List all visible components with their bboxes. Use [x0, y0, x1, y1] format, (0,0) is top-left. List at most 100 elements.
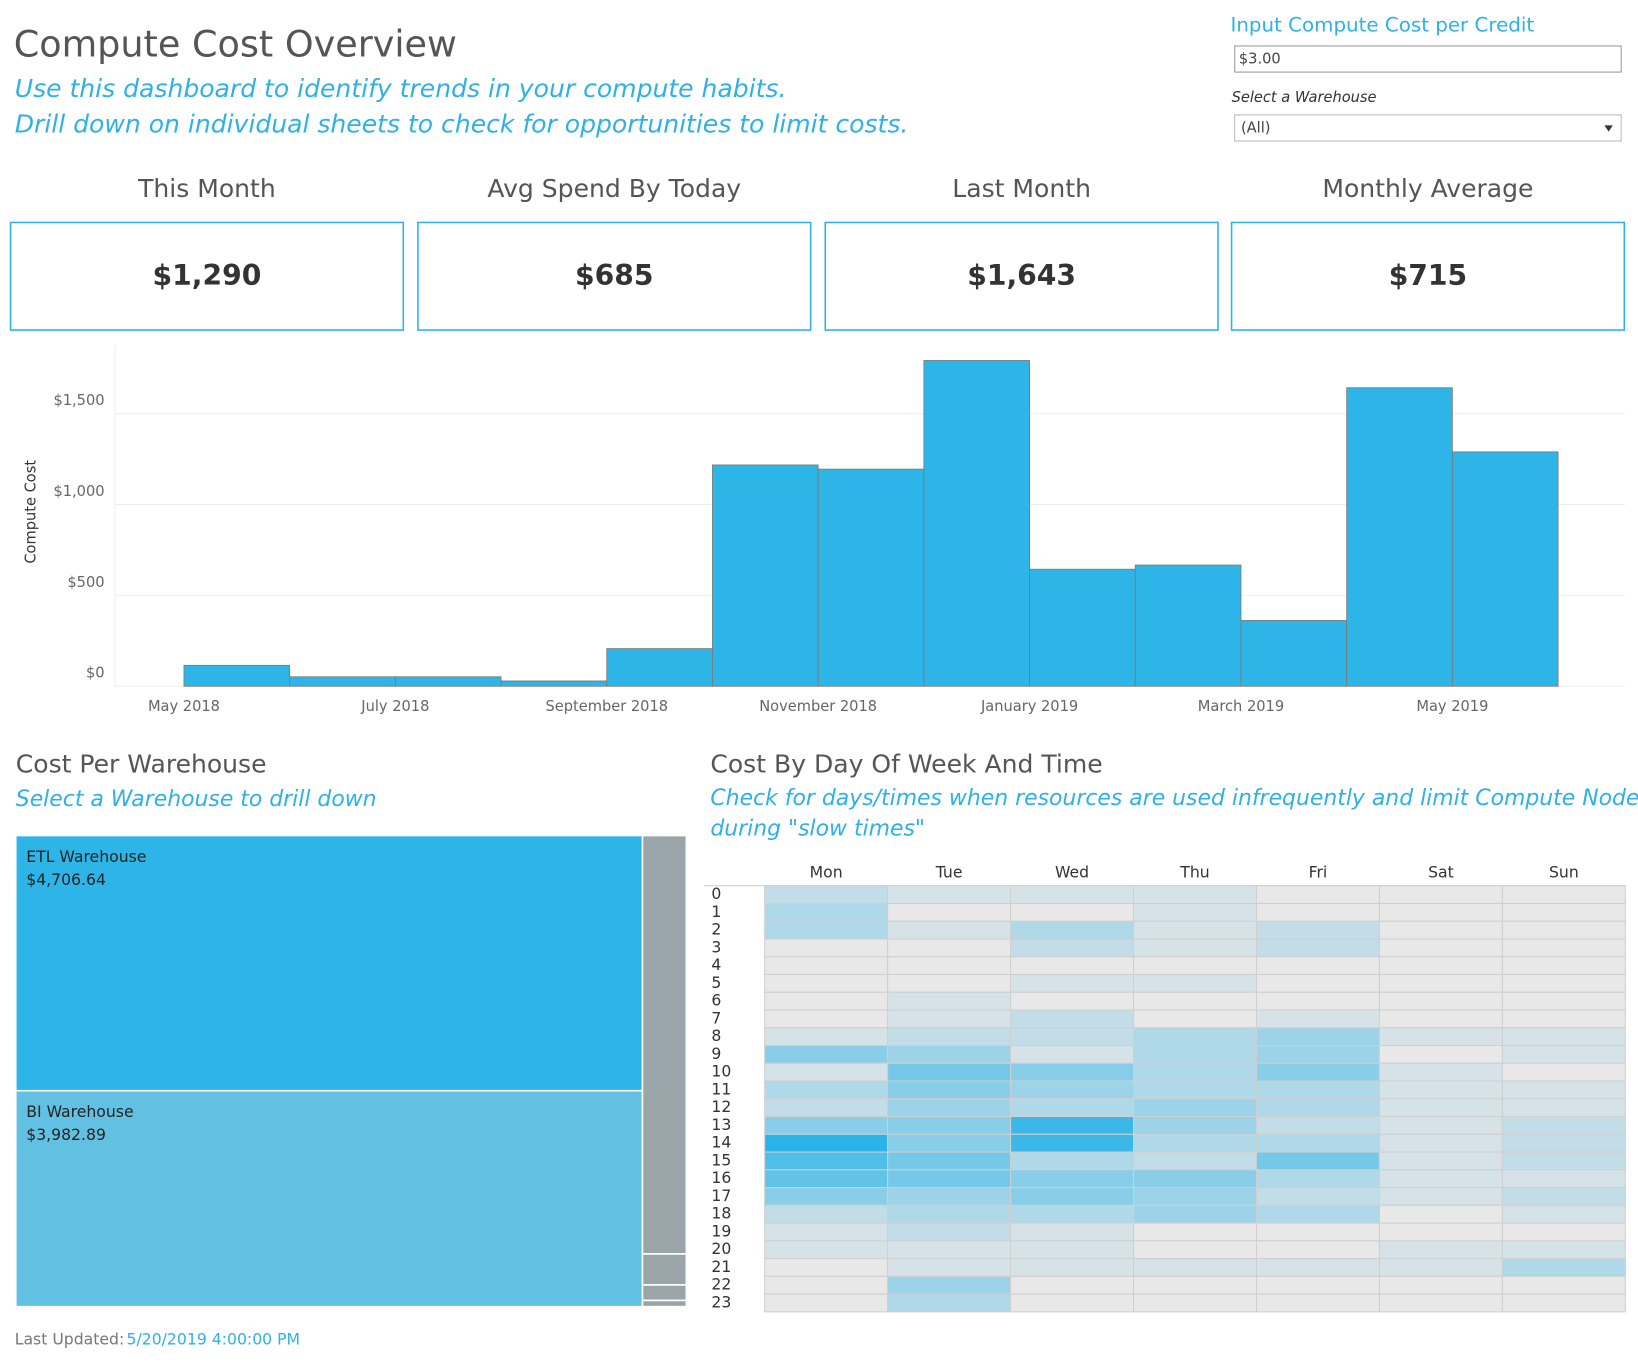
row-label: 10 — [711, 1062, 731, 1081]
treemap-cell[interactable] — [15, 1089, 644, 1308]
heat-cell — [887, 1045, 1012, 1064]
bar — [712, 464, 819, 687]
heat-cell — [1501, 1187, 1626, 1206]
heat-cell — [1133, 1258, 1258, 1277]
heat-cell — [1501, 1027, 1626, 1047]
heat-cell — [887, 991, 1012, 1011]
treemap-cell[interactable] — [641, 1284, 688, 1302]
section-subtitle: Select a Warehouse to drill down — [16, 787, 377, 812]
bar — [1134, 564, 1242, 687]
heat-cell — [1255, 1027, 1380, 1047]
section-subtitle: during "slow times" — [710, 816, 925, 841]
heat-cell — [1378, 1098, 1503, 1118]
bar — [1029, 568, 1136, 687]
heat-cell — [1010, 1116, 1135, 1135]
heat-cell — [1378, 885, 1503, 904]
heat-cell — [1010, 1080, 1135, 1100]
heat-cell — [1010, 1169, 1135, 1189]
heat-cell — [1255, 920, 1380, 940]
heat-cell — [1010, 991, 1135, 1011]
treemap-cell[interactable] — [641, 1299, 688, 1308]
warehouse-dropdown[interactable] — [1234, 114, 1622, 142]
cost-input-value: $3.00 — [1239, 51, 1281, 68]
heat-cell — [1255, 1240, 1380, 1260]
heat-cell — [1378, 1275, 1503, 1295]
heat-cell — [1255, 1045, 1380, 1064]
heat-cell — [1010, 1027, 1135, 1047]
bar — [606, 648, 713, 687]
heat-cell — [887, 1293, 1012, 1313]
kpi-box — [1230, 221, 1626, 331]
x-tick-label: May 2018 — [148, 698, 220, 715]
heat-cell — [1010, 1222, 1135, 1242]
heat-cell — [1133, 1240, 1258, 1260]
heat-cell — [1255, 902, 1380, 922]
heat-cell — [1255, 1187, 1380, 1206]
heat-cell — [1133, 885, 1258, 904]
heat-cell — [1501, 1116, 1626, 1135]
heat-cell — [1501, 1098, 1626, 1118]
heat-cell — [1255, 956, 1380, 976]
heat-cell — [1378, 1169, 1503, 1189]
heat-cell — [1133, 1116, 1258, 1135]
heat-cell — [764, 1133, 889, 1153]
subtitle: Use this dashboard to identify trends in… — [15, 74, 787, 103]
heat-cell — [887, 1240, 1012, 1260]
heat-cell — [887, 1187, 1012, 1206]
heat-cell — [1010, 1204, 1135, 1224]
heat-cell — [1133, 956, 1258, 976]
heat-cell — [1010, 1293, 1135, 1313]
heat-cell — [1133, 973, 1258, 993]
heat-cell — [1255, 1009, 1380, 1029]
treemap-cell[interactable] — [641, 834, 688, 1255]
heat-cell — [887, 1169, 1012, 1189]
heat-cell — [1133, 920, 1258, 940]
row-label: 5 — [711, 973, 721, 992]
heat-cell — [887, 1027, 1012, 1047]
heat-cell — [887, 973, 1012, 993]
y-tick-label: $0 — [86, 665, 105, 682]
x-tick-label: January 2019 — [980, 698, 1078, 715]
treemap-cell[interactable] — [15, 834, 644, 1092]
footer-value: 5/20/2019 4:00:00 PM — [127, 1330, 301, 1349]
heat-cell — [1255, 1258, 1380, 1277]
bar — [1346, 387, 1453, 687]
row-label: 16 — [711, 1168, 731, 1187]
treemap-cell[interactable] — [641, 1253, 688, 1286]
x-tick-label: July 2018 — [360, 698, 429, 715]
x-tick-label: November 2018 — [759, 698, 877, 715]
heat-cell — [1133, 938, 1258, 958]
heat-cell — [1010, 885, 1135, 904]
kpi-value: $685 — [575, 259, 653, 292]
heat-cell — [887, 1133, 1012, 1153]
section-subtitle: Check for days/times when resources are … — [710, 786, 1638, 811]
heat-cell — [764, 1080, 889, 1100]
heat-cell — [1133, 1133, 1258, 1153]
kpi-box — [417, 221, 812, 331]
heat-cell — [764, 973, 889, 993]
heat-cell — [764, 1222, 889, 1242]
heat-cell — [1133, 1080, 1258, 1100]
cost-input[interactable] — [1234, 45, 1622, 73]
column-label: Thu — [1179, 863, 1209, 882]
heat-cell — [1010, 1133, 1135, 1153]
row-label: 11 — [711, 1079, 731, 1098]
heat-cell — [887, 1222, 1012, 1242]
heat-cell — [1501, 973, 1626, 993]
heat-cell — [1255, 885, 1380, 904]
heat-cell — [1501, 1062, 1626, 1082]
heat-cell — [1378, 956, 1503, 976]
heat-cell — [887, 956, 1012, 976]
column-label: Wed — [1055, 863, 1089, 882]
heat-cell — [1501, 902, 1626, 922]
x-tick-label: March 2019 — [1198, 698, 1284, 715]
column-label: Fri — [1309, 863, 1328, 882]
heat-cell — [1010, 902, 1135, 922]
heat-cell — [1501, 938, 1626, 958]
bar — [394, 676, 502, 687]
row-label: 1 — [711, 902, 721, 921]
heat-cell — [764, 1116, 889, 1135]
heat-cell — [1133, 1275, 1258, 1295]
